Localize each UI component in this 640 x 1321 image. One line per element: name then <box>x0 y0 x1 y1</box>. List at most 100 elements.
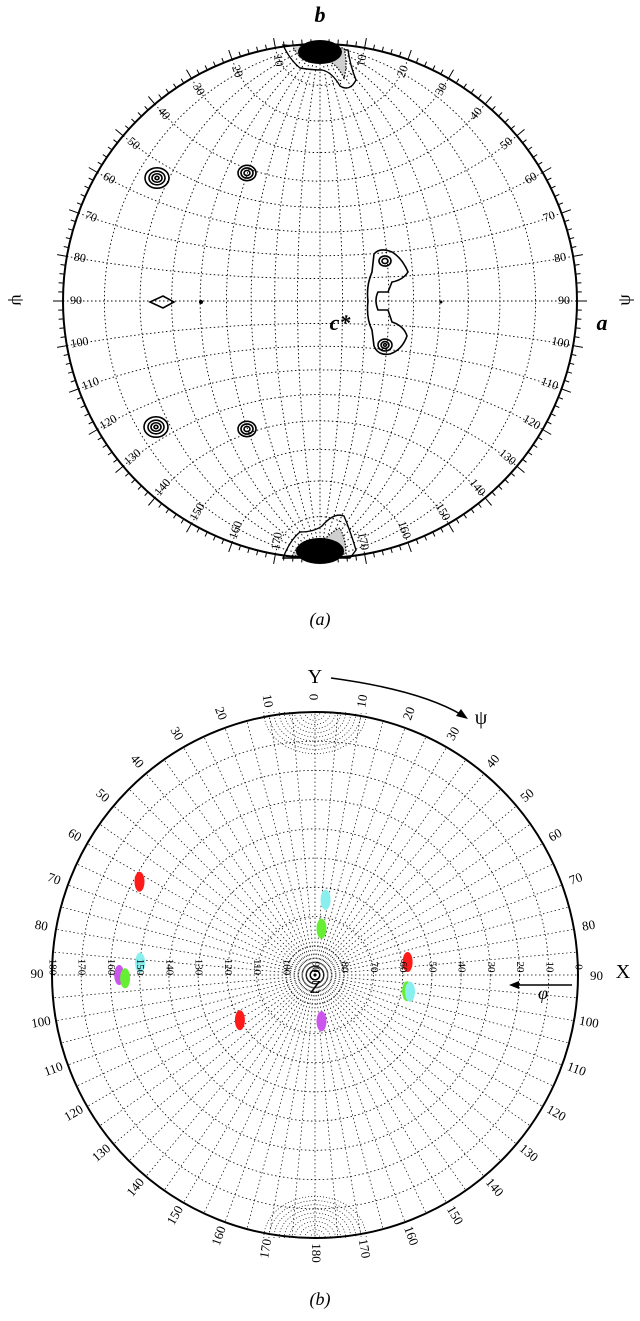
panel-b-psi-line <box>314 974 467 1191</box>
panel-a-tick <box>407 542 412 553</box>
panel-b-psi-line <box>163 974 316 1191</box>
panel-b-psi-label: 80 <box>34 917 49 934</box>
panel-b-psi-line <box>52 974 316 999</box>
panel-a-psi-label: 100 <box>550 334 570 351</box>
panel-b-psi-line <box>52 951 316 976</box>
panel-b-pole-arc <box>278 1208 352 1239</box>
panel-a-contours <box>143 40 443 564</box>
panel-a-tick <box>228 542 233 553</box>
panel-b-psi-line <box>87 843 316 976</box>
panel-b-spots <box>114 871 415 1032</box>
panel-a-meridian <box>171 48 313 554</box>
panel-b-psi-label: 50 <box>517 785 537 805</box>
panel-b-psi-label: 10 <box>260 693 277 708</box>
panel-b-phi-label: 150 <box>134 959 146 976</box>
panel-a-contour <box>378 255 392 267</box>
panel-a-tick <box>148 96 156 105</box>
panel-a-psi-left: ψ <box>8 294 28 306</box>
panel-a-tick <box>573 345 583 348</box>
panel-a-psi-label: 20 <box>394 63 411 79</box>
panel-a-meridian <box>297 52 319 550</box>
panel-a-meridian <box>103 45 312 557</box>
panel-b-psi-line <box>314 720 384 976</box>
panel-a-dot <box>439 300 443 304</box>
panel-b-stereogram: 0 102030405060708010011012013014015016017… <box>30 666 631 1310</box>
panel-b-phi-label: 30 <box>485 962 497 974</box>
panel-b-pole-arc <box>263 1196 367 1239</box>
panel-a-psi-label: 10 <box>353 53 369 67</box>
panel-b-phi-symbol: φ <box>538 983 548 1003</box>
panel-a-meridian <box>274 52 318 550</box>
panel-b-phi-label: 90 <box>309 962 321 974</box>
panel-a-meridian <box>327 48 469 554</box>
panel-a-contour <box>240 423 254 435</box>
panel-b-pole-arc <box>304 711 326 721</box>
panel-b-psi-label: 150 <box>444 1203 467 1227</box>
panel-b-pole-arc <box>289 1216 341 1239</box>
panel-a-contour <box>380 340 390 350</box>
panel-b-spot-cyan <box>320 889 331 910</box>
panel-a-psi-label: 140 <box>151 476 173 499</box>
panel-b-pole-arc <box>273 1204 357 1239</box>
panel-b-pole-arc <box>263 711 367 754</box>
panel-b-psi-line <box>314 974 531 1127</box>
panel-b-spot-green <box>120 968 131 989</box>
panel-b-psi-line <box>55 928 316 976</box>
panel-a-tick <box>364 38 367 48</box>
panel-b-pole-arc <box>289 711 341 734</box>
panel-a-parallel <box>66 323 574 347</box>
panel-a-pole-b-top <box>298 40 342 64</box>
panel-b-phi-label: 160 <box>105 959 117 976</box>
panel-a-psi-label: 170 <box>268 531 285 551</box>
panel-a-contour <box>382 342 388 348</box>
panel-a-tick <box>561 209 572 214</box>
panel-b-phi-label: 130 <box>193 959 205 976</box>
panel-b-psi-line <box>314 951 578 976</box>
panel-b-psi-line <box>314 823 531 976</box>
panel-b-psi-line <box>163 759 316 976</box>
panel-b-pole-arc <box>278 711 352 742</box>
panel-b-psi-label: 20 <box>212 705 231 722</box>
panel-b-phi-label: 40 <box>456 962 468 974</box>
panel-a-psi-label: 90 <box>70 293 82 307</box>
panel-b-psi-line <box>246 720 316 976</box>
panel-a-grid <box>63 45 577 557</box>
panel-b-spot-red <box>402 952 413 972</box>
panel-b-caption: (b) <box>310 1289 331 1310</box>
panel-a-tick <box>273 38 276 48</box>
panel-a-contour <box>237 420 257 438</box>
panel-b-phi-label: 20 <box>514 962 526 974</box>
panel-b-phi-label: 140 <box>163 959 175 976</box>
panel-b-spot-green <box>316 918 327 939</box>
panel-b-psi-label: 90 <box>31 966 44 981</box>
panel-a-psi-label: 110 <box>539 374 560 393</box>
panel-b-pole-arc <box>273 711 357 746</box>
panel-a-parallel <box>274 47 366 86</box>
panel-b-phi-labels: 0102030405060708090100110120130140150160… <box>46 959 584 976</box>
panel-b-phi-label: 60 <box>397 962 409 974</box>
panel-b-psi-line <box>67 974 316 1066</box>
panel-b-psi-line <box>203 736 316 976</box>
panel-b-psi-label: 140 <box>123 1175 147 1200</box>
panel-b-psi-line <box>314 974 427 1214</box>
panel-a-tick <box>484 96 492 105</box>
panel-b-phi-ring <box>139 799 491 1151</box>
panel-b-pole-arc <box>299 1225 331 1239</box>
panel-a-tick <box>68 209 79 214</box>
panel-b-psi-line <box>145 974 316 1177</box>
panel-b-phi-ring <box>168 828 462 1122</box>
panel-a-contour-bottom <box>281 514 357 559</box>
panel-a-tick <box>407 49 412 60</box>
panel-b-phi-label: 170 <box>76 959 88 976</box>
panel-b-spot-magenta <box>316 1011 327 1032</box>
panel-b-pole-arc <box>309 1233 321 1239</box>
panel-a-tick <box>561 388 572 393</box>
panel-b-psi-label: 160 <box>208 1224 229 1247</box>
panel-b-psi-label: 110 <box>42 1058 65 1079</box>
panel-b-phi-ring <box>256 916 374 1034</box>
panel-a-contour <box>240 167 254 179</box>
panel-a-meridian <box>226 50 315 552</box>
panel-b-psi-arrow <box>330 677 463 716</box>
panel-b-psi-line <box>314 928 575 976</box>
